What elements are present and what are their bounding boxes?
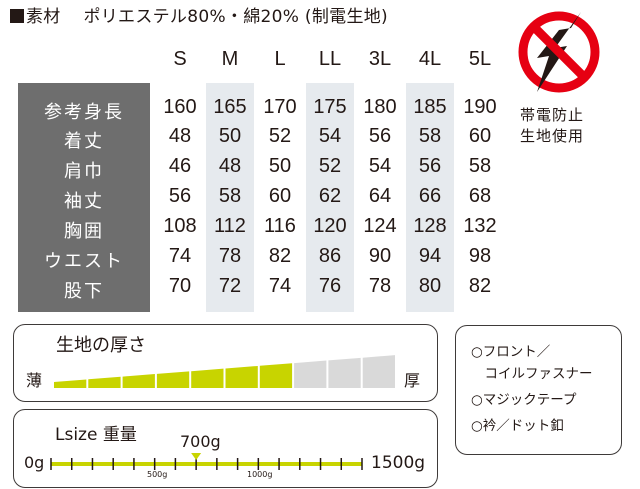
size-header: 4L xyxy=(418,48,442,70)
table-cell: 58 xyxy=(468,155,492,177)
weight-title: Lsize 重量 xyxy=(55,425,137,445)
table-cell: 175 xyxy=(313,96,347,118)
table-cell: 86 xyxy=(318,245,342,267)
size-header: LL xyxy=(318,48,342,70)
table-cell: 90 xyxy=(368,245,392,267)
material-line: 素材 ポリエステル80%・綿20% (制電生地) xyxy=(10,2,388,27)
table-cell: 124 xyxy=(363,215,397,237)
table-cell: 94 xyxy=(418,245,442,267)
column-band-ll xyxy=(306,83,354,312)
table-cell: 54 xyxy=(368,155,392,177)
table-cell: 165 xyxy=(213,96,247,118)
table-cell: 60 xyxy=(468,125,492,147)
column-band-4l xyxy=(406,83,454,312)
row-label: 胸囲 xyxy=(64,221,104,242)
table-cell: 76 xyxy=(318,275,342,297)
weight-value: 700g xyxy=(180,432,221,451)
feature-item: コイルファスナー xyxy=(471,366,593,382)
table-cell: 74 xyxy=(268,275,292,297)
table-cell: 98 xyxy=(468,245,492,267)
row-label: ウエスト xyxy=(44,251,124,272)
table-cell: 50 xyxy=(218,125,242,147)
row-label: 着丈 xyxy=(64,131,104,152)
table-cell: 190 xyxy=(463,96,497,118)
feature-item: ○フロント／ xyxy=(471,344,551,360)
row-label: 袖丈 xyxy=(64,191,104,212)
weight-scale xyxy=(50,453,363,470)
thickness-title: 生地の厚さ xyxy=(56,335,146,356)
table-cell: 46 xyxy=(168,155,192,177)
feature-item: ○マジックテープ xyxy=(471,392,577,408)
material-label: 素材 xyxy=(26,7,61,27)
table-cell: 48 xyxy=(168,125,192,147)
table-cell: 112 xyxy=(214,215,246,237)
row-label: 参考身長 xyxy=(44,102,124,123)
table-cell: 72 xyxy=(218,275,242,297)
thickness-meter xyxy=(54,355,395,388)
table-cell: 64 xyxy=(368,185,392,207)
weight-max-label: 1500g xyxy=(371,453,426,473)
size-header: 3L xyxy=(368,48,392,70)
antistatic-line2: 生地使用 xyxy=(520,127,585,145)
weight-min-label: 0g xyxy=(24,453,45,472)
table-cell: 58 xyxy=(418,125,442,147)
table-cell: 78 xyxy=(218,245,242,267)
table-cell: 52 xyxy=(318,155,342,177)
row-label: 股下 xyxy=(64,281,104,302)
table-cell: 185 xyxy=(413,96,447,118)
table-cell: 128 xyxy=(413,215,447,237)
table-cell: 108 xyxy=(163,215,197,237)
table-cell: 58 xyxy=(218,185,242,207)
antistatic-label: 帯電防止 生地使用 xyxy=(520,105,584,147)
table-cell: 70 xyxy=(168,275,192,297)
square-bullet-icon xyxy=(10,9,24,23)
fabric-thickness-panel: 生地の厚さ 薄 厚 xyxy=(13,324,438,402)
table-cell: 132 xyxy=(463,215,497,237)
weight-mid-label-1000: 1000g xyxy=(247,470,273,479)
table-cell: 50 xyxy=(268,155,292,177)
row-label: 肩巾 xyxy=(64,161,104,182)
thin-label: 薄 xyxy=(26,371,43,390)
table-cell: 120 xyxy=(313,215,347,237)
table-cell: 48 xyxy=(218,155,242,177)
weight-panel: Lsize 重量 700g 0g 1500g 500g 1000g xyxy=(13,409,438,488)
features-panel: ○フロント／ コイルファスナー ○マジックテープ ○衿／ドット釦 xyxy=(455,325,622,455)
table-cell: 56 xyxy=(418,155,442,177)
size-header: M xyxy=(221,48,239,70)
size-header: L xyxy=(274,48,286,70)
size-header: 5L xyxy=(468,48,492,70)
antistatic-line1: 帯電防止 xyxy=(520,106,585,124)
table-cell: 60 xyxy=(268,185,292,207)
table-cell: 56 xyxy=(168,185,192,207)
table-cell: 82 xyxy=(468,275,492,297)
table-cell: 82 xyxy=(268,245,292,267)
column-band-m xyxy=(206,83,254,312)
table-cell: 78 xyxy=(368,275,392,297)
weight-mid-label-500: 500g xyxy=(147,470,168,479)
table-cell: 74 xyxy=(168,245,192,267)
table-cell: 80 xyxy=(418,275,442,297)
table-cell: 68 xyxy=(468,185,492,207)
table-cell: 62 xyxy=(318,185,342,207)
material-value: ポリエステル80%・綿20% (制電生地) xyxy=(83,7,388,27)
table-cell: 160 xyxy=(163,96,197,118)
table-cell: 52 xyxy=(268,125,292,147)
table-cell: 116 xyxy=(264,215,296,237)
row-label-panel xyxy=(18,83,150,312)
table-cell: 56 xyxy=(368,125,392,147)
feature-item: ○衿／ドット釦 xyxy=(471,418,564,434)
size-header: S xyxy=(173,48,187,70)
table-cell: 180 xyxy=(363,96,397,118)
table-cell: 170 xyxy=(263,96,297,118)
thick-label: 厚 xyxy=(404,371,421,390)
no-static-icon xyxy=(518,11,600,93)
table-cell: 66 xyxy=(418,185,442,207)
table-cell: 54 xyxy=(318,125,342,147)
